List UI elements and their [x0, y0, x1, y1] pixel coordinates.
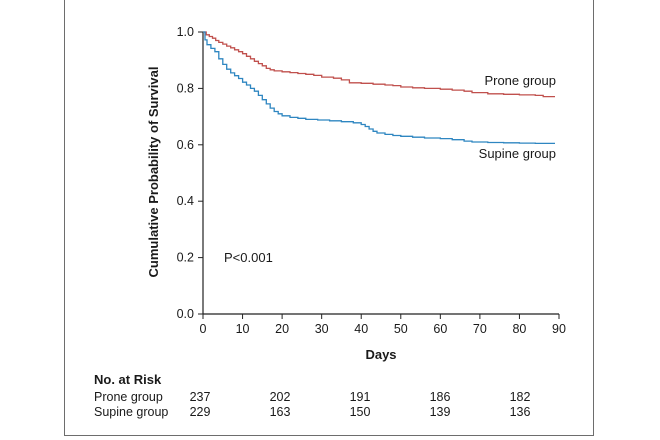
curve-supine-group — [203, 31, 555, 145]
risk-value: 182 — [510, 390, 531, 404]
risk-value: 163 — [270, 405, 291, 419]
y-tick-label: 0.6 — [177, 138, 194, 152]
x-tick-label: 40 — [354, 322, 368, 336]
y-tick-label: 0.0 — [177, 307, 194, 321]
y-tick-label: 0.4 — [177, 194, 194, 208]
p-value-annotation: P<0.001 — [224, 250, 273, 265]
chart-labels: Cumulative Probability of Survival Days … — [146, 67, 556, 362]
risk-value: 229 — [190, 405, 211, 419]
y-axis-title: Cumulative Probability of Survival — [146, 67, 161, 278]
risk-value: 202 — [270, 390, 291, 404]
x-tick-label: 70 — [473, 322, 487, 336]
figure-frame — [64, 0, 594, 436]
y-tick-label: 1.0 — [177, 25, 194, 39]
risk-value: 139 — [430, 405, 451, 419]
risk-value: 186 — [430, 390, 451, 404]
risk-row-label-supine: Supine group — [94, 405, 168, 419]
risk-row-label-prone: Prone group — [94, 390, 163, 404]
risk-table: No. at Risk Prone group Supine group 237… — [94, 372, 530, 419]
y-tick-label: 0.8 — [177, 81, 194, 95]
x-tick-label: 30 — [315, 322, 329, 336]
x-tick-label: 90 — [552, 322, 566, 336]
legend-label-supine: Supine group — [479, 146, 556, 161]
risk-table-title: No. at Risk — [94, 372, 162, 387]
risk-value: 191 — [350, 390, 371, 404]
x-axis-title: Days — [365, 347, 396, 362]
legend-label-prone: Prone group — [484, 73, 556, 88]
x-tick-label: 80 — [512, 322, 526, 336]
risk-value: 150 — [350, 405, 371, 419]
axes: 0.0 0.2 0.4 0.6 0.8 1.0 0 10 20 30 40 50 60 70 80 90 — [177, 25, 566, 336]
x-tick-label: 20 — [275, 322, 289, 336]
y-tick-label: 0.2 — [177, 251, 194, 265]
risk-values: 237 202 191 186 182 229 163 150 139 136 — [190, 390, 531, 419]
survival-curves — [203, 31, 555, 145]
x-tick-label: 50 — [394, 322, 408, 336]
x-tick-label: 0 — [200, 322, 207, 336]
risk-value: 136 — [510, 405, 531, 419]
curve-prone-group — [203, 31, 555, 98]
x-tick-label: 60 — [433, 322, 447, 336]
risk-value: 237 — [190, 390, 211, 404]
x-tick-label: 10 — [236, 322, 250, 336]
